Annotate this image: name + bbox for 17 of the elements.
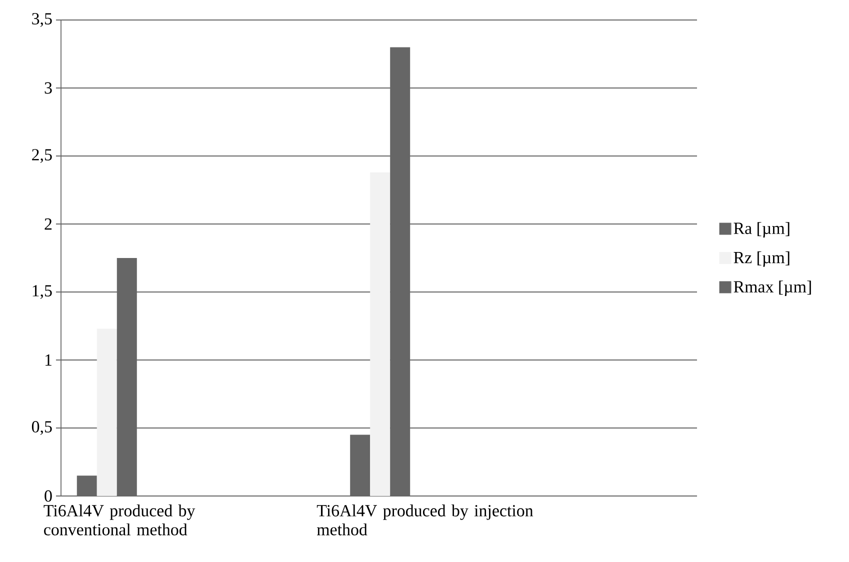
x-tick-label: Ti6Al4V produced by injection method bbox=[316, 504, 534, 536]
y-tick-label: 1 bbox=[45, 354, 52, 366]
y-tick-label: 1,5 bbox=[32, 285, 52, 299]
y-tick-label: 3,5 bbox=[32, 13, 52, 27]
x-tick-label: Ti6Al4V produced by conventional method bbox=[44, 504, 196, 536]
legend-label: Rmax [µm] bbox=[734, 280, 811, 296]
y-tick-label: 0 bbox=[44, 490, 52, 502]
y-tick-label: 2,5 bbox=[32, 149, 52, 163]
legend-label: Ra [µm] bbox=[734, 222, 790, 238]
bar bbox=[96, 328, 117, 496]
y-tick-label: 2 bbox=[44, 218, 52, 230]
bar bbox=[350, 434, 370, 496]
y-tick-label: 3 bbox=[44, 82, 52, 94]
bar bbox=[370, 172, 390, 496]
y-tick-label: 0,5 bbox=[32, 421, 52, 435]
bar bbox=[76, 476, 97, 496]
legend-label: Rz [µm] bbox=[734, 251, 790, 267]
